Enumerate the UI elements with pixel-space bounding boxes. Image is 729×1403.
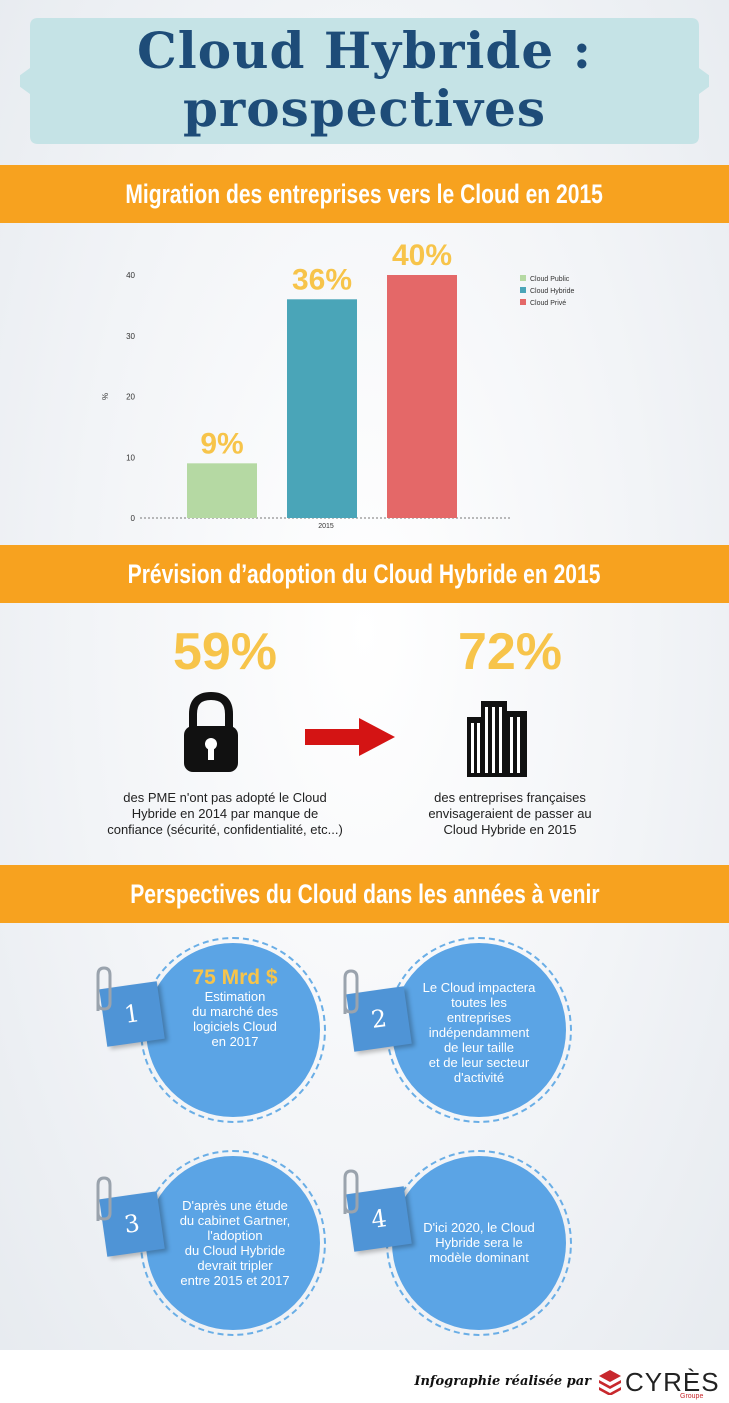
caption-pme: des PME n'ont pas adopté le Cloud Hybrid… bbox=[107, 790, 343, 837]
bar-cloud-privé bbox=[387, 275, 457, 518]
legend-entry: Cloud Privé bbox=[530, 300, 566, 307]
perspective-text-2: Le Cloud impactera toutes les entreprise… bbox=[422, 980, 536, 1085]
paperclip-icon bbox=[90, 1175, 114, 1230]
legend-entry: Cloud Public bbox=[530, 276, 570, 283]
y-tick-label: 30 bbox=[126, 332, 135, 341]
migration-chart: 0 10 20 30 40% 9% 36% 40% 2015 Cloud Public Cloud … bbox=[0, 225, 729, 535]
perspective-text-4: D'ici 2020, le Cloud Hybride sera le mod… bbox=[423, 1220, 535, 1265]
perspective-text-1: 75 Mrd $ Estimation du marché des logici… bbox=[160, 966, 310, 1049]
caption-entreprises: des entreprises françaises envisageraien… bbox=[428, 790, 592, 837]
paperclip-icon bbox=[337, 968, 361, 1023]
footer-credit: Infographie réalisée par bbox=[414, 1374, 591, 1389]
cyres-logo-icon bbox=[598, 1369, 622, 1400]
legend-entry: Cloud Hybride bbox=[530, 288, 574, 295]
market-value: 75 Mrd $ bbox=[192, 966, 278, 989]
y-tick-label: 0 bbox=[131, 514, 136, 523]
buildings-icon bbox=[467, 697, 527, 782]
right-arrow-icon bbox=[305, 718, 395, 763]
cyres-logo: CYRÈS bbox=[625, 1367, 720, 1397]
section-heading-adoption: Prévision d’adoption du Cloud Hybride en… bbox=[0, 545, 729, 603]
paperclip-icon bbox=[90, 965, 114, 1020]
legend-swatch bbox=[520, 275, 526, 281]
data-label: 40% bbox=[392, 239, 452, 272]
x-tick-label: 2015 bbox=[318, 523, 334, 530]
perspective-circle-2 bbox=[392, 943, 566, 1117]
perspective-circle-3 bbox=[146, 1156, 320, 1330]
section-heading-perspectives: Perspectives du Cloud dans les années à … bbox=[0, 865, 729, 923]
y-tick-label: 20 bbox=[126, 393, 135, 402]
stat-59-percent: 59% bbox=[172, 623, 278, 681]
legend-swatch bbox=[520, 299, 526, 305]
perspective-circle-1 bbox=[146, 943, 320, 1117]
bar-cloud-public bbox=[187, 463, 257, 518]
title-ribbon: Cloud Hybride : prospectives bbox=[20, 8, 709, 154]
section-heading-migration: Migration des entreprises vers le Cloud … bbox=[0, 165, 729, 223]
cyres-logo-sub: Groupe bbox=[680, 1393, 704, 1400]
data-label: 9% bbox=[200, 427, 243, 460]
title-line-1: Cloud Hybride : bbox=[136, 21, 593, 80]
bar-cloud-hybride bbox=[287, 299, 357, 518]
page-title: Cloud Hybride : prospectives bbox=[20, 22, 709, 138]
stat-72-percent: 72% bbox=[457, 623, 563, 681]
perspective-circle-4 bbox=[392, 1156, 566, 1330]
padlock-icon bbox=[183, 691, 239, 779]
perspective-text-3: D'après une étude du cabinet Gartner, l'… bbox=[179, 1198, 291, 1288]
y-axis-label: % bbox=[101, 393, 110, 400]
y-tick-label: 10 bbox=[126, 453, 135, 462]
data-label: 36% bbox=[292, 263, 352, 296]
title-line-2: prospectives bbox=[182, 79, 547, 138]
y-tick-label: 40 bbox=[126, 271, 135, 280]
legend-swatch bbox=[520, 287, 526, 293]
paperclip-icon bbox=[337, 1168, 361, 1223]
